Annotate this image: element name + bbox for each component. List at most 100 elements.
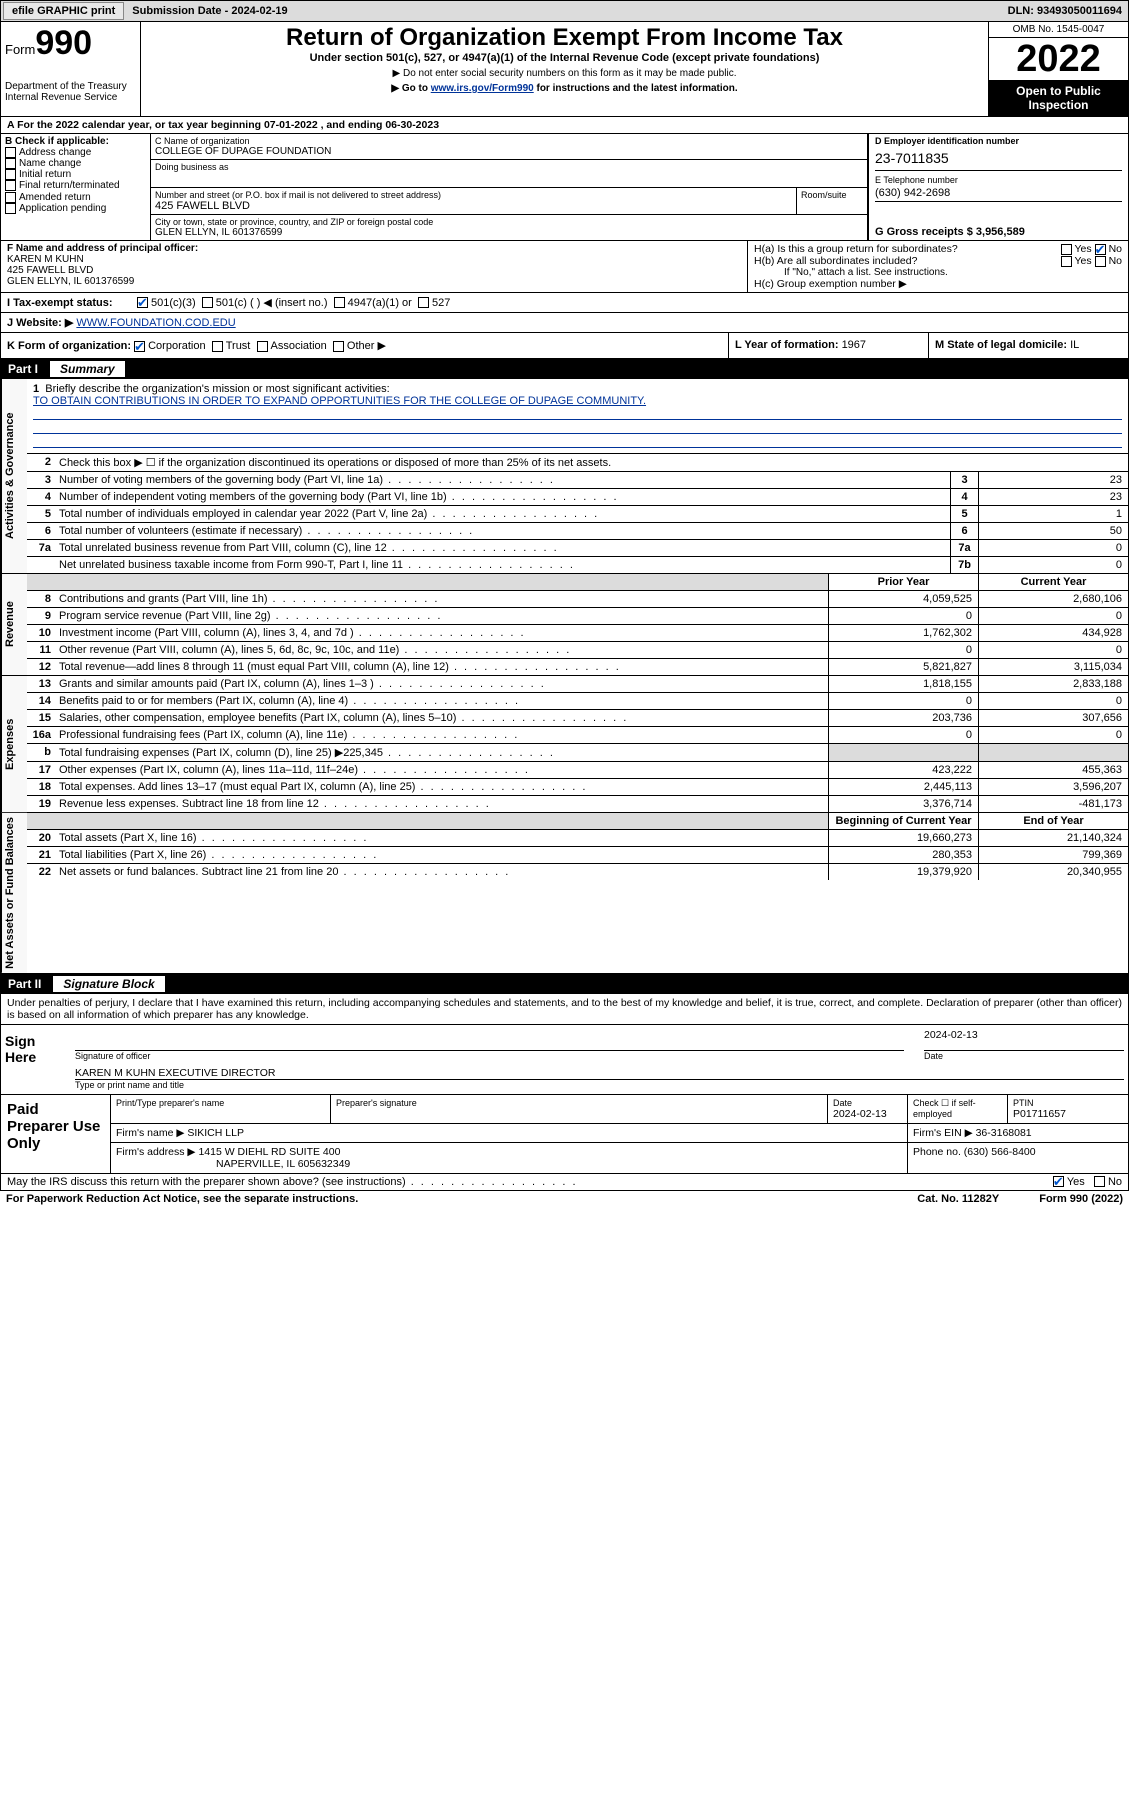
dba-label: Doing business as [155, 162, 863, 172]
irs-link[interactable]: www.irs.gov/Form990 [431, 83, 534, 94]
line1-label: Briefly describe the organization's miss… [45, 383, 389, 395]
h-b: H(b) Are all subordinates included? Yes … [754, 255, 1122, 267]
chk-final-return[interactable] [5, 180, 16, 191]
row-i: I Tax-exempt status: 501(c)(3) 501(c) ( … [0, 293, 1129, 313]
discuss-yes[interactable] [1053, 1176, 1064, 1187]
table-row: bTotal fundraising expenses (Part IX, co… [27, 744, 1128, 762]
telephone: (630) 942-2698 [875, 185, 1122, 202]
table-row: 4Number of independent voting members of… [27, 489, 1128, 506]
vtab-governance: Activities & Governance [1, 379, 27, 573]
sign-here-label: Sign Here [1, 1025, 71, 1094]
ha-yes[interactable] [1061, 244, 1072, 255]
city: GLEN ELLYN, IL 601376599 [155, 227, 863, 238]
name-title-label: Type or print name and title [75, 1080, 1124, 1090]
col-b-checkboxes: B Check if applicable: Address change Na… [1, 134, 151, 240]
subtitle-2: ▶ Do not enter social security numbers o… [145, 68, 984, 79]
hb-yes[interactable] [1061, 256, 1072, 267]
table-row: 18Total expenses. Add lines 13–17 (must … [27, 779, 1128, 796]
chk-trust[interactable] [212, 341, 223, 352]
table-row: 13Grants and similar amounts paid (Part … [27, 676, 1128, 693]
irs-label: Internal Revenue Service [5, 92, 136, 103]
chk-501c3[interactable] [137, 297, 148, 308]
chk-corp[interactable] [134, 341, 145, 352]
hb-note: If "No," attach a list. See instructions… [754, 267, 1122, 278]
year-formation: L Year of formation: 1967 [728, 333, 928, 358]
street: 425 FAWELL BLVD [155, 200, 792, 212]
website-link[interactable]: WWW.FOUNDATION.COD.EDU [76, 317, 235, 329]
table-row: 12Total revenue—add lines 8 through 11 (… [27, 659, 1128, 675]
part-1-header: Part I Summary [0, 359, 1129, 379]
table-row: 6Total number of volunteers (estimate if… [27, 523, 1128, 540]
table-row: 11Other revenue (Part VIII, column (A), … [27, 642, 1128, 659]
line2: Check this box ▶ ☐ if the organization d… [55, 454, 1128, 471]
table-row: 17Other expenses (Part IX, column (A), l… [27, 762, 1128, 779]
dept-treasury: Department of the Treasury [5, 81, 136, 92]
table-row: 3Number of voting members of the governi… [27, 472, 1128, 489]
chk-initial-return[interactable] [5, 169, 16, 180]
ein: 23-7011835 [875, 146, 1122, 171]
table-row: 21Total liabilities (Part X, line 26)280… [27, 847, 1128, 864]
prior-year-hdr: Prior Year [828, 574, 978, 590]
h-c: H(c) Group exemption number ▶ [754, 278, 1122, 290]
table-row: 9Program service revenue (Part VIII, lin… [27, 608, 1128, 625]
row-j: J Website: ▶ WWW.FOUNDATION.COD.EDU [0, 313, 1129, 333]
chk-address-change[interactable] [5, 147, 16, 158]
submission-date-label: Submission Date - 2024-02-19 [126, 5, 293, 17]
row-k: K Form of organization: Corporation Trus… [0, 333, 1129, 359]
table-row: 5Total number of individuals employed in… [27, 506, 1128, 523]
end-year-hdr: End of Year [978, 813, 1128, 829]
room-label: Room/suite [801, 190, 863, 200]
vtab-expenses: Expenses [1, 676, 27, 812]
chk-4947[interactable] [334, 297, 345, 308]
section-governance: Activities & Governance 1 Briefly descri… [0, 379, 1129, 574]
top-toolbar: efile GRAPHIC print Submission Date - 20… [0, 0, 1129, 22]
may-irs-discuss: May the IRS discuss this return with the… [0, 1174, 1129, 1191]
section-expenses: Expenses 13Grants and similar amounts pa… [0, 676, 1129, 813]
chk-name-change[interactable] [5, 158, 16, 169]
table-row: 19Revenue less expenses. Subtract line 1… [27, 796, 1128, 812]
org-name-label: C Name of organization [155, 136, 863, 146]
signature-block: Under penalties of perjury, I declare th… [0, 994, 1129, 1095]
mission-text: TO OBTAIN CONTRIBUTIONS IN ORDER TO EXPA… [33, 395, 1122, 407]
officer-label: F Name and address of principal officer: [7, 243, 741, 254]
hb-no[interactable] [1095, 256, 1106, 267]
chk-assoc[interactable] [257, 341, 268, 352]
table-row: 10Investment income (Part VIII, column (… [27, 625, 1128, 642]
table-row: 8Contributions and grants (Part VIII, li… [27, 591, 1128, 608]
curr-year-hdr: Current Year [978, 574, 1128, 590]
form-title: Return of Organization Exempt From Incom… [145, 24, 984, 52]
officer-name-title: KAREN M KUHN EXECUTIVE DIRECTOR [75, 1067, 1124, 1080]
chk-other[interactable] [333, 341, 344, 352]
subtitle-3: ▶ Go to www.irs.gov/Form990 for instruct… [145, 83, 984, 94]
sig-officer-label: Signature of officer [75, 1051, 904, 1061]
tax-year: 2022 [989, 38, 1128, 80]
page-footer: For Paperwork Reduction Act Notice, see … [0, 1191, 1129, 1207]
table-row: 7aTotal unrelated business revenue from … [27, 540, 1128, 557]
table-row: Net unrelated business taxable income fr… [27, 557, 1128, 573]
efile-print-button[interactable]: efile GRAPHIC print [3, 2, 124, 20]
chk-amended[interactable] [5, 192, 16, 203]
gross-receipts: G Gross receipts $ 3,956,589 [875, 226, 1122, 238]
section-revenue: Revenue Prior Year Current Year 8Contrib… [0, 574, 1129, 676]
chk-app-pending[interactable] [5, 203, 16, 214]
officer-name: KAREN M KUHN [7, 254, 741, 265]
chk-501c[interactable] [202, 297, 213, 308]
section-netassets: Net Assets or Fund Balances Beginning of… [0, 813, 1129, 974]
beg-year-hdr: Beginning of Current Year [828, 813, 978, 829]
discuss-no[interactable] [1094, 1176, 1105, 1187]
officer-addr1: 425 FAWELL BLVD [7, 265, 741, 276]
open-to-public: Open to Public Inspection [989, 80, 1128, 116]
chk-527[interactable] [418, 297, 429, 308]
form-header: Form990 Department of the Treasury Inter… [0, 22, 1129, 117]
subtitle-1: Under section 501(c), 527, or 4947(a)(1)… [145, 52, 984, 64]
street-label: Number and street (or P.O. box if mail i… [155, 190, 792, 200]
ein-label: D Employer identification number [875, 136, 1122, 146]
row-fh: F Name and address of principal officer:… [0, 241, 1129, 293]
city-label: City or town, state or province, country… [155, 217, 863, 227]
paid-preparer-block: Paid Preparer Use Only Print/Type prepar… [0, 1095, 1129, 1174]
vtab-revenue: Revenue [1, 574, 27, 675]
block-bcd: B Check if applicable: Address change Na… [0, 134, 1129, 241]
part-2-header: Part II Signature Block [0, 974, 1129, 994]
vtab-netassets: Net Assets or Fund Balances [1, 813, 27, 973]
ha-no[interactable] [1095, 244, 1106, 255]
